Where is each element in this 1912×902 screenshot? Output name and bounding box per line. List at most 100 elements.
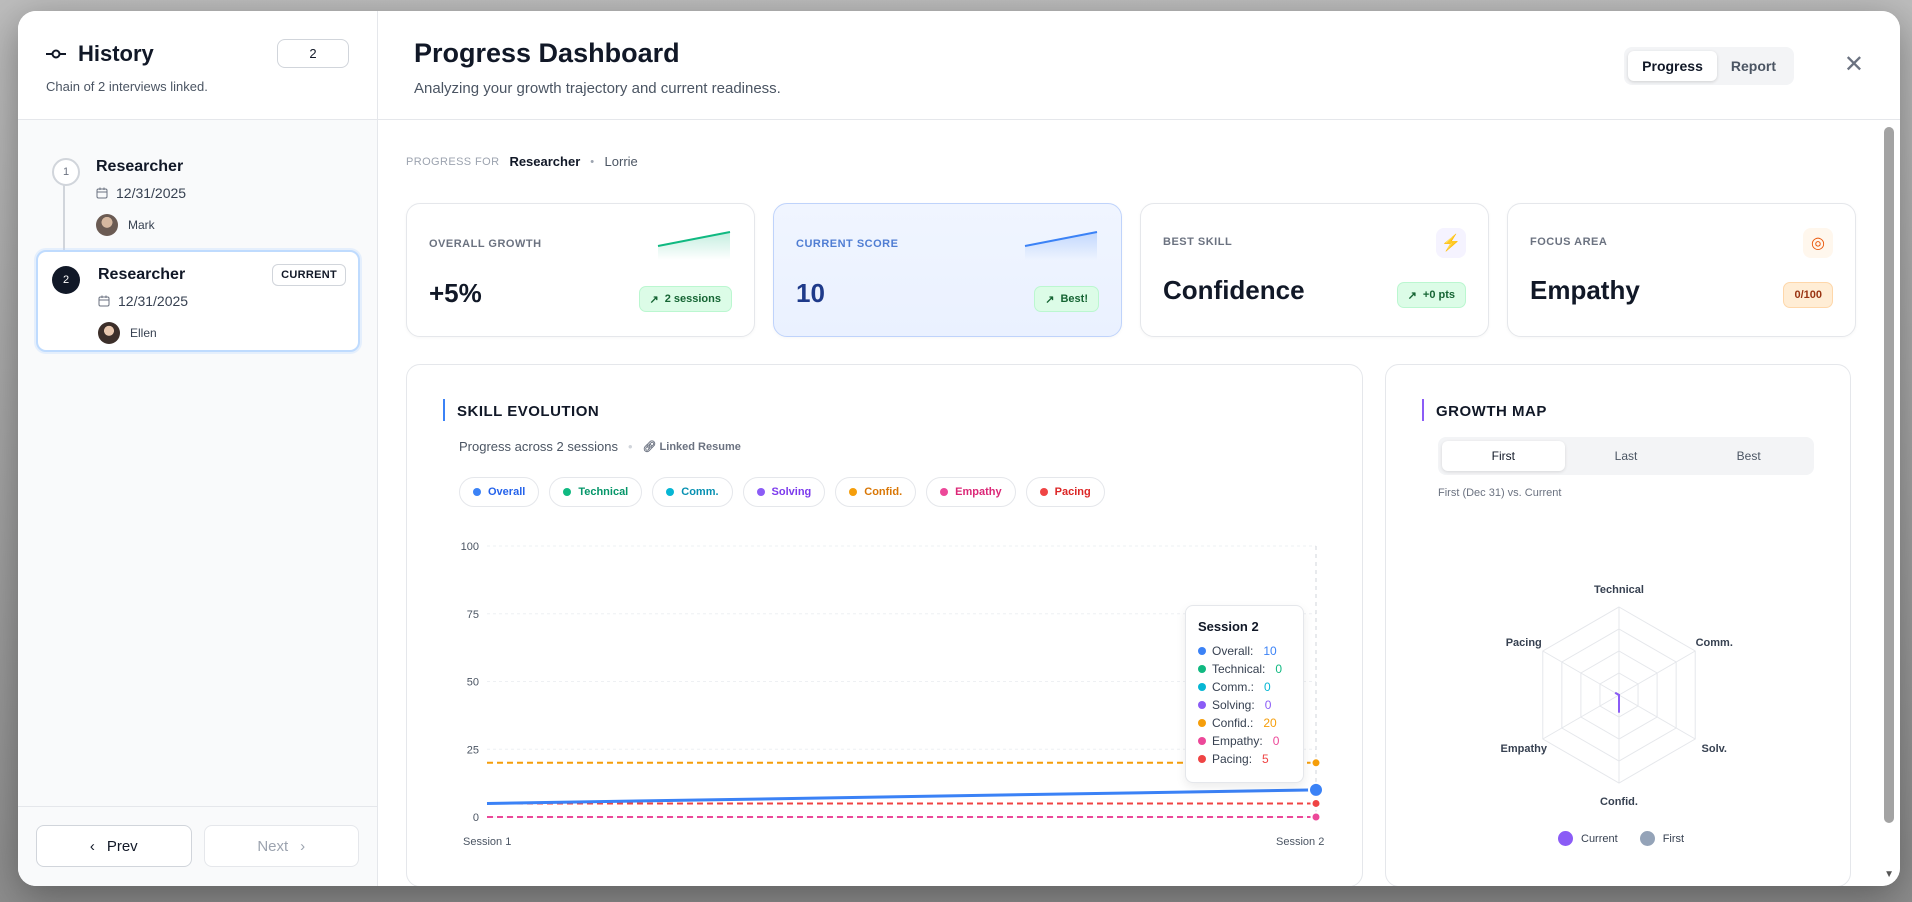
pill-text: Best!: [1060, 293, 1088, 305]
linked-resume-link[interactable]: 🔗︎ Linked Resume: [643, 440, 741, 453]
chip-empathy[interactable]: Empathy: [926, 477, 1016, 507]
interview-count-input[interactable]: 2: [277, 39, 349, 68]
growth-radar-chart: Technical Comm. Solv. Confid. Empathy Pacing: [1501, 584, 1733, 805]
chevron-left-icon: ‹: [89, 837, 95, 855]
tooltip-row: Confid.: 20: [1198, 714, 1291, 732]
tooltip-row: Overall: 10: [1198, 642, 1291, 660]
radar-spoke: [1618, 694, 1696, 740]
card-label: OVERALL GROWTH: [429, 238, 542, 250]
tooltip-title: Session 2: [1198, 619, 1259, 634]
card-focus-area: FOCUS AREA ◎ Empathy 0/100: [1507, 203, 1856, 337]
chip-label: Technical: [578, 486, 629, 498]
radar-legend: Current First: [1558, 831, 1684, 846]
chip-confid[interactable]: Confid.: [835, 477, 917, 507]
y-tick-label: 50: [467, 677, 479, 689]
radar-axis-label: Technical: [1594, 584, 1644, 596]
tooltip-value: 0: [1272, 734, 1280, 748]
pill-text: +0 pts: [1422, 289, 1455, 301]
tooltip-value: 0: [1264, 680, 1271, 694]
chip-label: Overall: [488, 486, 526, 498]
chip-comm[interactable]: Comm.: [652, 477, 733, 507]
stat-cards: OVERALL GROWTH +5% ↗ 2 sessions CURRENT S…: [406, 203, 1856, 337]
chip-pacing[interactable]: Pacing: [1025, 477, 1105, 507]
next-button[interactable]: Next ›: [203, 825, 359, 867]
tooltip-label: Comm.:: [1212, 680, 1254, 694]
history-sidebar: History Chain of 2 interviews linked. 2 …: [18, 11, 378, 886]
tab-report[interactable]: Report: [1730, 58, 1776, 74]
dashboard-main: Progress Dashboard Analyzing your growth…: [378, 11, 1900, 886]
arrow-up-right-icon: ↗: [1045, 293, 1055, 306]
dot: [1039, 488, 1048, 496]
skill-evolution-panel: SKILL EVOLUTION Progress across 2 sessio…: [406, 364, 1363, 886]
dot: [666, 488, 675, 496]
chevron-right-icon: ›: [300, 837, 306, 855]
chip-solving[interactable]: Solving: [742, 477, 826, 507]
dot: [1198, 719, 1206, 727]
legend-label: Current: [1581, 832, 1618, 845]
dot: [1198, 755, 1206, 763]
timeline-connector: [63, 178, 65, 268]
tab-last[interactable]: Last: [1614, 449, 1638, 463]
tooltip-row: Solving: 0: [1198, 696, 1291, 714]
lightning-icon: ⚡: [1436, 228, 1466, 258]
chip-label: Empathy: [955, 486, 1002, 498]
legend-first: First: [1639, 831, 1684, 846]
subtitle-text: Progress across 2 sessions: [459, 439, 618, 454]
progress-modal: History Chain of 2 interviews linked. 2 …: [18, 11, 1900, 886]
calendar-icon: [98, 295, 110, 307]
chip-overall[interactable]: Overall: [459, 477, 540, 507]
panel-subtitle: Progress across 2 sessions • 🔗︎ Linked R…: [459, 439, 741, 454]
tooltip-label: Pacing:: [1212, 752, 1253, 766]
interview-timeline: 1 Researcher 12/31/2025 Mark 2 Researche…: [18, 120, 377, 806]
legend-swatch: [1639, 831, 1655, 846]
dot: [1198, 701, 1206, 709]
card-overall-growth: OVERALL GROWTH +5% ↗ 2 sessions: [406, 203, 755, 337]
timeline-item-2[interactable]: 2 Researcher CURRENT 12/31/2025 Ellen: [36, 250, 360, 352]
growth-compare-toggle: First Last Best: [1438, 437, 1814, 475]
close-icon[interactable]: ✕: [1843, 51, 1864, 78]
card-value: +5%: [429, 278, 482, 308]
prev-button[interactable]: ‹ Prev: [36, 825, 192, 867]
view-toggle: Progress Report: [1624, 47, 1794, 85]
tab-best[interactable]: Best: [1736, 449, 1761, 463]
dot: [1198, 683, 1206, 691]
arrow-up-right-icon: ↗: [649, 293, 659, 306]
step-number: 1: [52, 158, 80, 186]
best-pill: ↗ Best!: [1034, 286, 1099, 312]
radar-axis-label: Pacing: [1506, 637, 1542, 649]
item-date: 12/31/2025: [98, 293, 188, 309]
sessions-pill: ↗ 2 sessions: [638, 286, 732, 312]
vertical-scrollbar[interactable]: [1884, 127, 1894, 823]
separator-dot: •: [590, 155, 595, 168]
points-pill: ↗ +0 pts: [1396, 282, 1466, 308]
next-label: Next: [257, 837, 289, 855]
tooltip-value: 0: [1275, 662, 1283, 676]
tab-first[interactable]: First: [1442, 441, 1565, 471]
step-number: 2: [52, 266, 80, 294]
chip-label: Confid.: [864, 486, 903, 498]
card-best-skill: BEST SKILL ⚡ Confidence ↗ +0 pts: [1140, 203, 1489, 337]
sidebar-title: History: [46, 41, 349, 67]
breadcrumb-role: Researcher: [509, 154, 581, 169]
arrow-up-right-icon: ↗: [1407, 289, 1417, 302]
sparkline-score: [1024, 231, 1098, 260]
scroll-down-arrow[interactable]: ▼: [1884, 869, 1894, 880]
tooltip-label: Confid.:: [1212, 716, 1254, 730]
item-role: Researcher: [98, 266, 186, 283]
chip-label: Pacing: [1054, 486, 1091, 498]
dot: [940, 488, 949, 496]
x-tick-label: Session 2: [1276, 836, 1324, 848]
tooltip-value: 0: [1264, 698, 1272, 712]
point-empathy: [1310, 811, 1322, 823]
compare-note: First (Dec 31) vs. Current: [1438, 487, 1562, 499]
tab-progress[interactable]: Progress: [1628, 51, 1717, 81]
sidebar-header: History Chain of 2 interviews linked. 2: [18, 11, 377, 120]
calendar-icon: [96, 187, 108, 199]
growth-map-panel: GROWTH MAP First Last Best First (Dec 31…: [1385, 364, 1851, 886]
timeline-item-1[interactable]: 1 Researcher 12/31/2025 Mark: [36, 144, 360, 246]
sidebar-footer: ‹ Prev Next ›: [18, 806, 377, 886]
y-tick-label: 0: [473, 812, 479, 824]
link-text: Linked Resume: [659, 441, 741, 453]
chip-technical[interactable]: Technical: [549, 477, 643, 507]
dot: [1198, 737, 1206, 745]
